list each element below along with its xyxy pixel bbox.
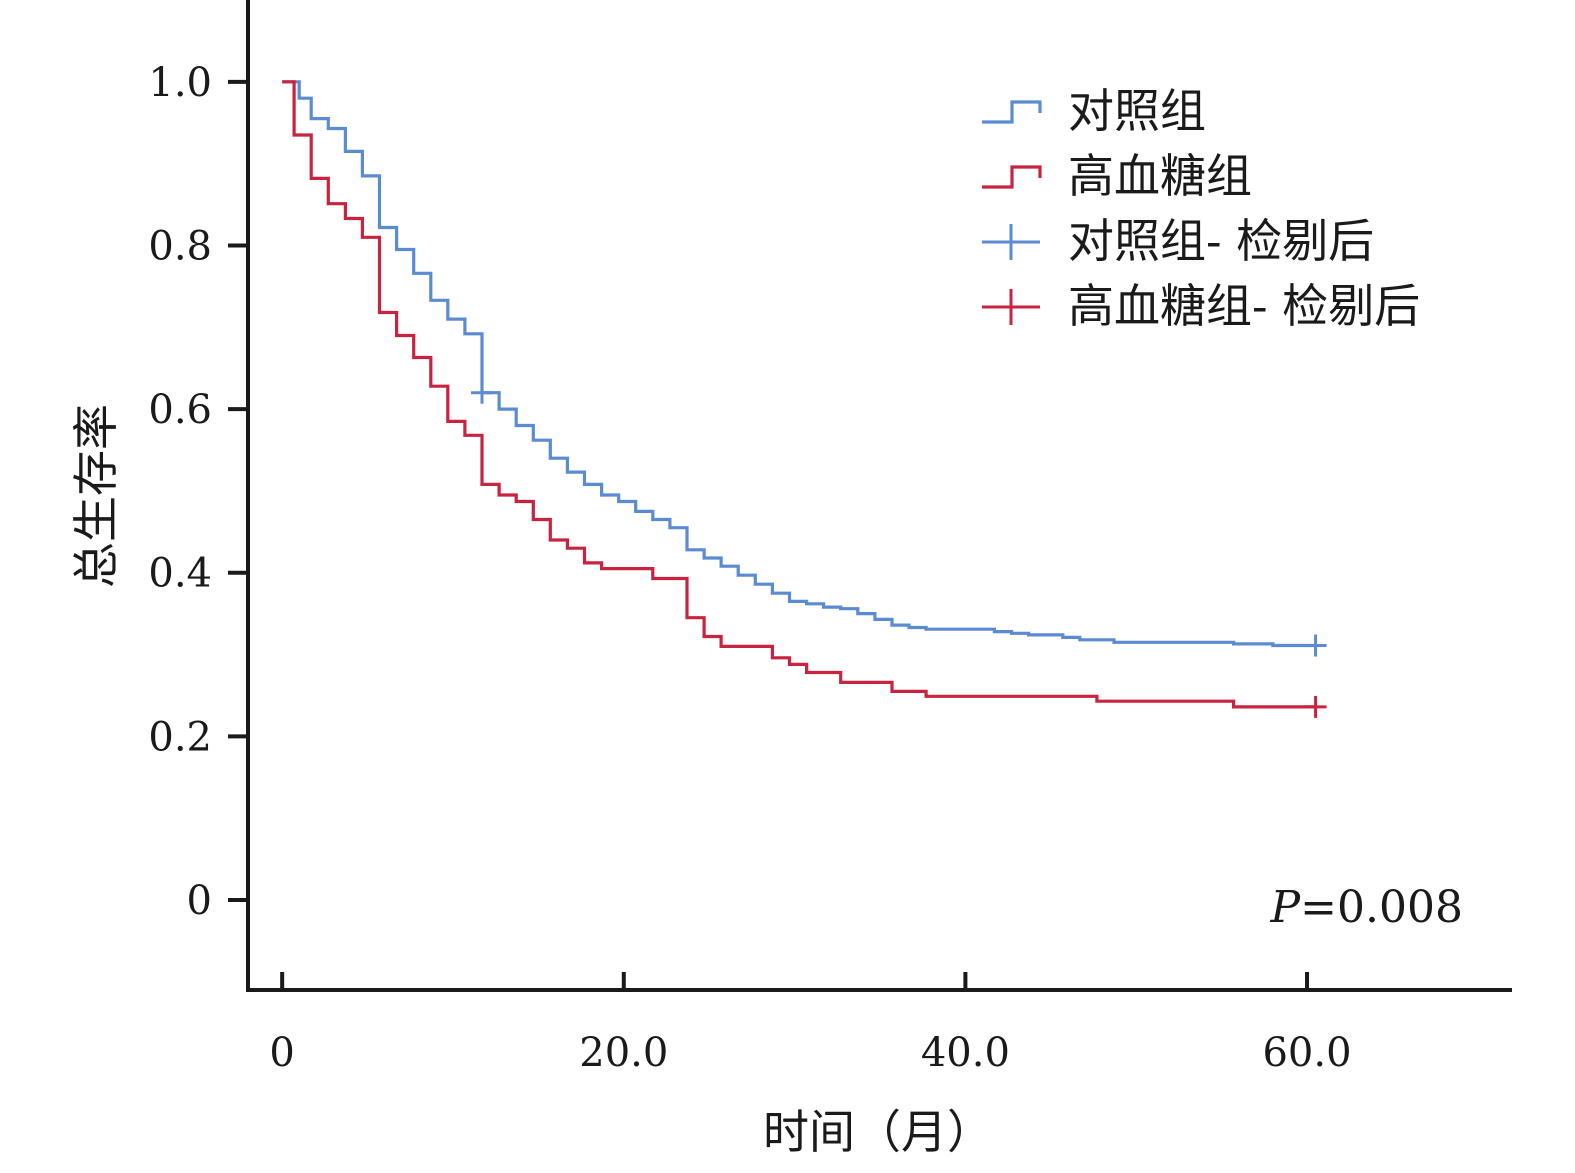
series-line-1 [282,80,1316,709]
legend-item: 对照组 [982,84,1206,138]
legend-item: 高血糖组 [982,149,1252,203]
p-value-annotation: P=0.008 [1270,882,1463,933]
x-tick-label: 60.0 [1262,1030,1351,1076]
censor-marks [471,381,1327,718]
survival-curves [282,80,1316,709]
y-tick-label: 0.2 [148,714,212,760]
y-axis-title: 总生存率 [69,404,123,588]
p-value-prefix: P [1270,882,1302,933]
x-tick-label: 0 [269,1030,294,1076]
censor-mark [1304,695,1327,718]
series-line-0 [282,80,1316,648]
y-tick-label: 0 [187,878,212,924]
axes: 0 0.2 0.4 0.6 0.8 1.0 0 20.0 40.0 60.0 [148,0,1512,1076]
legend-label: 对照组- 检剔后 [1068,214,1374,268]
censor-mark [1304,634,1327,657]
y-tick-label: 0.6 [148,387,212,433]
legend-step-swatch [982,165,1042,189]
x-tick-label: 40.0 [921,1030,1010,1076]
legend-label: 高血糖组- 检剔后 [1068,279,1420,333]
y-tick-label: 1.0 [148,60,212,106]
legend-step-swatch [982,100,1042,124]
legend-item: 对照组- 检剔后 [982,214,1374,268]
legend-label: 对照组 [1068,84,1206,138]
p-value-text: =0.008 [1300,882,1463,933]
legend-item: 高血糖组- 检剔后 [982,279,1420,333]
x-tick-label: 20.0 [579,1030,668,1076]
y-tick-label: 0.8 [148,223,212,269]
legend-label: 高血糖组 [1068,149,1252,203]
censor-mark [471,381,494,404]
x-axis-title: 时间（月） [763,1105,993,1159]
y-tick-label: 0.4 [148,551,212,597]
